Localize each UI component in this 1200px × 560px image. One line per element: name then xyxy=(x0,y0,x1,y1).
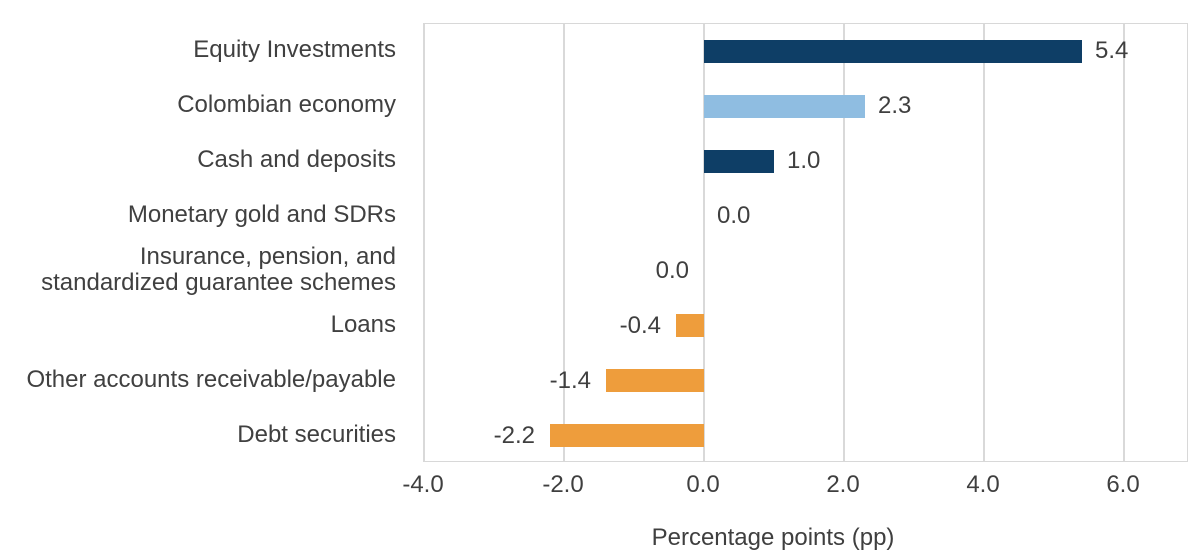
category-label: Cash and deposits xyxy=(197,146,396,174)
category-label: Loans xyxy=(330,310,396,338)
bar xyxy=(676,314,704,338)
category-label: Monetary gold and SDRs xyxy=(127,201,396,229)
x-tick-label: -2.0 xyxy=(542,471,584,498)
bar xyxy=(704,94,865,118)
bar-value-label: -0.4 xyxy=(619,311,661,339)
bar xyxy=(606,369,704,393)
gridline xyxy=(703,24,705,461)
x-tick-label: -4.0 xyxy=(402,471,444,498)
x-tick-label: 0.0 xyxy=(686,471,720,498)
x-tick-label: 6.0 xyxy=(1106,471,1140,498)
bar-value-label: -2.2 xyxy=(493,421,535,449)
x-tick-label: 2.0 xyxy=(826,471,860,498)
plot-area: 5.4 2.3 1.0 0.0 0.0 -0.4 -1.4 -2.2 xyxy=(423,23,1188,462)
bar-value-label: 2.3 xyxy=(878,92,912,120)
gridline xyxy=(563,24,565,461)
bar xyxy=(704,149,774,173)
gridline xyxy=(1123,24,1125,461)
category-label: Insurance, pension, and standardized gua… xyxy=(41,242,396,296)
category-label: Equity Investments xyxy=(193,36,396,64)
category-label: Other accounts receivable/payable xyxy=(26,365,396,393)
x-tick-label: 4.0 xyxy=(966,471,1000,498)
bar xyxy=(550,424,704,448)
x-axis-title: Percentage points (pp) xyxy=(651,524,895,551)
bar xyxy=(704,39,1082,63)
bar-value-label: 5.4 xyxy=(1095,37,1129,65)
bar-value-label: 0.0 xyxy=(655,256,689,284)
bar-value-label: -1.4 xyxy=(549,366,591,394)
gridline xyxy=(983,24,985,461)
gridline xyxy=(423,24,425,461)
bar-value-label: 0.0 xyxy=(717,202,751,230)
category-label: Colombian economy xyxy=(177,91,396,119)
category-label: Debt securities xyxy=(237,420,396,448)
bar-value-label: 1.0 xyxy=(787,147,821,175)
gridline xyxy=(843,24,845,461)
